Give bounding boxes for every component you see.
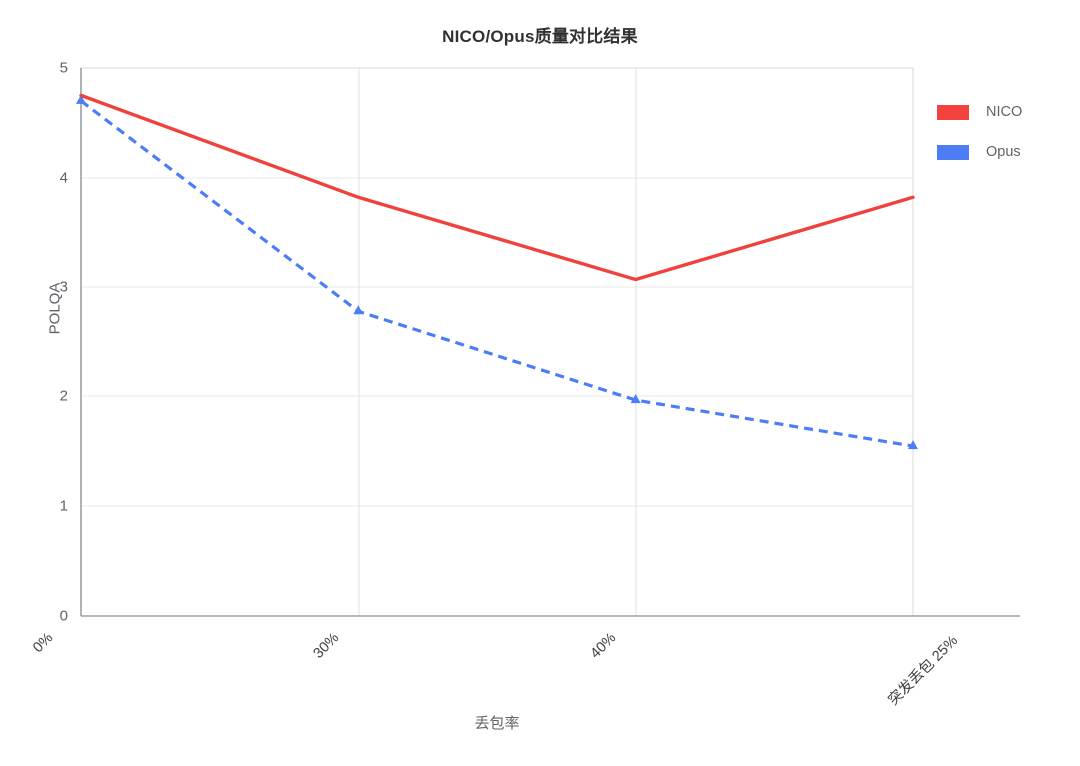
axis-lines (80, 68, 1020, 617)
series-opus (76, 94, 918, 450)
y-axis-ticks: 5 4 3 2 1 0 (0, 0, 68, 766)
y-axis-title: POLQA (46, 282, 64, 335)
chart-legend: NICO Opus (934, 92, 1074, 172)
legend-label: NICO (986, 104, 1023, 120)
x-axis-title: 丢包率 (474, 715, 520, 732)
legend-item-opus[interactable]: Opus (934, 132, 1074, 172)
legend-label: Opus (986, 144, 1021, 160)
x-tick-label: 40% (587, 630, 620, 662)
x-tick-label: 30% (310, 630, 343, 662)
x-tick-label: 突发丢包 25% (885, 632, 962, 709)
x-tick-label: 0% (30, 630, 57, 657)
y-tick-label: 4 (59, 169, 68, 187)
legend-swatch-icon (934, 141, 972, 163)
y-tick-label: 2 (59, 387, 68, 405)
y-tick-label: 5 (59, 59, 68, 77)
y-tick-label: 3 (59, 278, 68, 296)
chart-title: NICO/Opus质量对比结果 (442, 27, 638, 46)
legend-item-nico[interactable]: NICO (934, 92, 1074, 132)
grid-lines (81, 67, 914, 616)
y-tick-label: 1 (59, 497, 68, 515)
series-nico (79, 93, 915, 282)
legend-swatch-icon (934, 101, 972, 123)
y-tick-label: 0 (59, 607, 68, 625)
